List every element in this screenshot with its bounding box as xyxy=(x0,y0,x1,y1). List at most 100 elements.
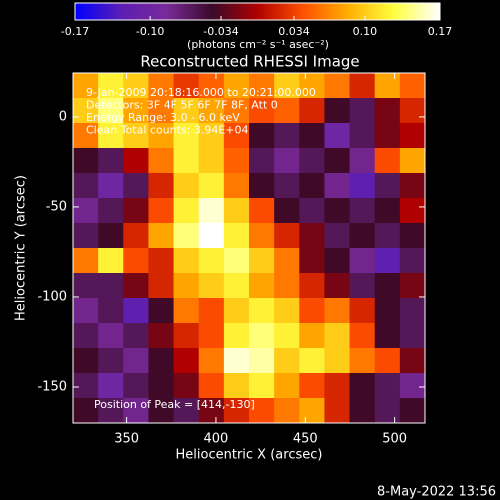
heatmap-cell xyxy=(399,223,426,249)
heatmap-cell xyxy=(73,248,99,274)
heatmap-cell xyxy=(73,198,99,224)
heatmap-cell xyxy=(223,123,250,149)
heatmap-cell xyxy=(173,373,200,399)
heatmap-cell xyxy=(148,373,175,399)
colorbar-tick-label: -0.17 xyxy=(61,25,89,38)
heatmap-cell xyxy=(98,248,124,274)
heatmap-cell xyxy=(223,273,250,299)
heatmap-cell xyxy=(324,298,351,324)
heatmap-cell xyxy=(173,273,200,299)
heatmap-cell xyxy=(299,123,325,149)
heatmap-cell xyxy=(123,373,149,399)
heatmap-cell xyxy=(73,223,99,249)
heatmap-cell xyxy=(148,98,175,124)
heatmap-cell xyxy=(274,223,300,249)
heatmap-cell xyxy=(73,323,99,349)
heatmap-cell xyxy=(399,98,426,124)
heatmap-cell xyxy=(249,373,275,399)
heatmap-cell xyxy=(324,148,351,174)
heatmap-cell xyxy=(349,298,376,324)
annotation: 9-Jan-2009 20:18:16.000 to 20:21:00.000 xyxy=(86,86,316,99)
heatmap-cell xyxy=(374,373,401,399)
heatmap-cell xyxy=(173,73,200,99)
heatmap-cell xyxy=(274,248,300,274)
colorbar-tick-label: 0.17 xyxy=(428,25,453,38)
colorbar-label: (photons cm⁻² s⁻¹ asec⁻²) xyxy=(187,38,329,51)
heatmap-cell xyxy=(324,123,351,149)
heatmap-cell xyxy=(98,123,124,149)
heatmap-cell xyxy=(148,198,175,224)
heatmap-cell xyxy=(223,323,250,349)
heatmap-cell xyxy=(399,248,426,274)
heatmap-cell xyxy=(223,398,250,424)
heatmap-cell xyxy=(349,148,376,174)
heatmap-cell xyxy=(73,298,99,324)
heatmap-cell xyxy=(399,73,426,99)
heatmap-cell xyxy=(274,123,300,149)
heatmap-cell xyxy=(249,173,275,199)
heatmap-cell xyxy=(198,73,225,99)
heatmap-cell xyxy=(349,123,376,149)
heatmap-cell xyxy=(123,323,149,349)
heatmap-cell xyxy=(349,248,376,274)
heatmap-cell xyxy=(173,298,200,324)
heatmap-cell xyxy=(98,98,124,124)
heatmap-cell xyxy=(223,223,250,249)
heatmap-cell xyxy=(274,323,300,349)
heatmap-cell xyxy=(374,148,401,174)
x-tick-label: 500 xyxy=(382,432,407,447)
heatmap-cell xyxy=(73,173,99,199)
heatmap-cell xyxy=(148,148,175,174)
heatmap-cell xyxy=(374,223,401,249)
heatmap-cell xyxy=(198,298,225,324)
heatmap-cell xyxy=(173,123,200,149)
heatmap-cell xyxy=(349,73,376,99)
heatmap-cell xyxy=(399,348,426,374)
heatmap-cell xyxy=(73,123,99,149)
heatmap-cell xyxy=(123,298,149,324)
heatmap-cell xyxy=(173,198,200,224)
heatmap-cell xyxy=(249,398,275,424)
heatmap-cell xyxy=(249,148,275,174)
heatmap-cell xyxy=(324,323,351,349)
heatmap-cell xyxy=(274,298,300,324)
heatmap-cell xyxy=(198,223,225,249)
heatmap-cell xyxy=(374,73,401,99)
plot-border xyxy=(72,72,426,424)
heatmap-cell xyxy=(399,123,426,149)
heatmap-cell xyxy=(98,73,124,99)
heatmap-cell xyxy=(198,248,225,274)
heatmap-cell xyxy=(98,198,124,224)
heatmap-cell xyxy=(123,198,149,224)
heatmap-cell xyxy=(299,348,325,374)
peak-label: Position of Peak = [414,-130] xyxy=(94,398,255,411)
heatmap-cell xyxy=(374,273,401,299)
heatmap-cell xyxy=(98,323,124,349)
heatmap-cell xyxy=(299,73,325,99)
heatmap-cell xyxy=(299,373,325,399)
heatmap-cell xyxy=(399,198,426,224)
heatmap-cell xyxy=(349,273,376,299)
heatmap-cell xyxy=(198,323,225,349)
y-tick-label: 0 xyxy=(59,109,67,124)
heatmap-cell xyxy=(98,273,124,299)
heatmap-cell xyxy=(324,373,351,399)
heatmap-cell xyxy=(274,398,300,424)
heatmap-cell xyxy=(249,323,275,349)
heatmap-cell xyxy=(73,148,99,174)
x-tick-label: 350 xyxy=(114,432,139,447)
heatmap-cell xyxy=(299,173,325,199)
heatmap-cell xyxy=(73,348,99,374)
heatmap-cell xyxy=(349,223,376,249)
heatmap-cell xyxy=(374,248,401,274)
heatmap-cell xyxy=(374,173,401,199)
y-tick-label: -100 xyxy=(37,289,67,304)
heatmap-cell xyxy=(148,298,175,324)
heatmap-cell xyxy=(374,198,401,224)
heatmap-cell xyxy=(299,273,325,299)
colorbar-tick-label: -0.10 xyxy=(136,25,164,38)
heatmap-cell xyxy=(324,198,351,224)
heatmap-cell xyxy=(324,348,351,374)
heatmap-cell xyxy=(223,348,250,374)
heatmap-cell xyxy=(98,298,124,324)
